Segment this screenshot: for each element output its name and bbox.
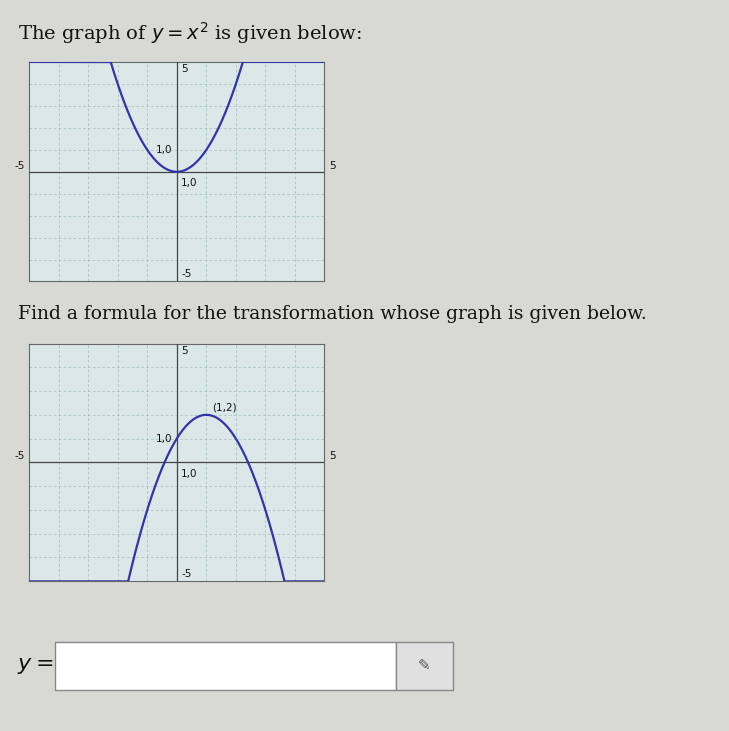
Text: (1,2): (1,2) (212, 403, 237, 412)
FancyBboxPatch shape (396, 642, 453, 690)
Text: 5: 5 (329, 452, 335, 461)
Text: -5: -5 (182, 269, 192, 279)
Text: ✎: ✎ (418, 658, 431, 673)
Text: The graph of $y = x^2$ is given below:: The graph of $y = x^2$ is given below: (18, 20, 362, 46)
FancyBboxPatch shape (55, 642, 396, 690)
Text: -5: -5 (15, 162, 25, 171)
Text: 1,0: 1,0 (182, 469, 198, 480)
Text: 5: 5 (182, 346, 188, 356)
Text: 1,0: 1,0 (156, 433, 172, 444)
Text: 1,0: 1,0 (156, 145, 172, 155)
Text: 5: 5 (182, 64, 188, 75)
Text: 5: 5 (329, 162, 335, 171)
Text: Find a formula for the transformation whose graph is given below.: Find a formula for the transformation wh… (18, 306, 647, 323)
Text: -5: -5 (182, 569, 192, 579)
Text: 1,0: 1,0 (182, 178, 198, 189)
Text: $y=$: $y=$ (17, 654, 53, 676)
Text: -5: -5 (15, 452, 25, 461)
